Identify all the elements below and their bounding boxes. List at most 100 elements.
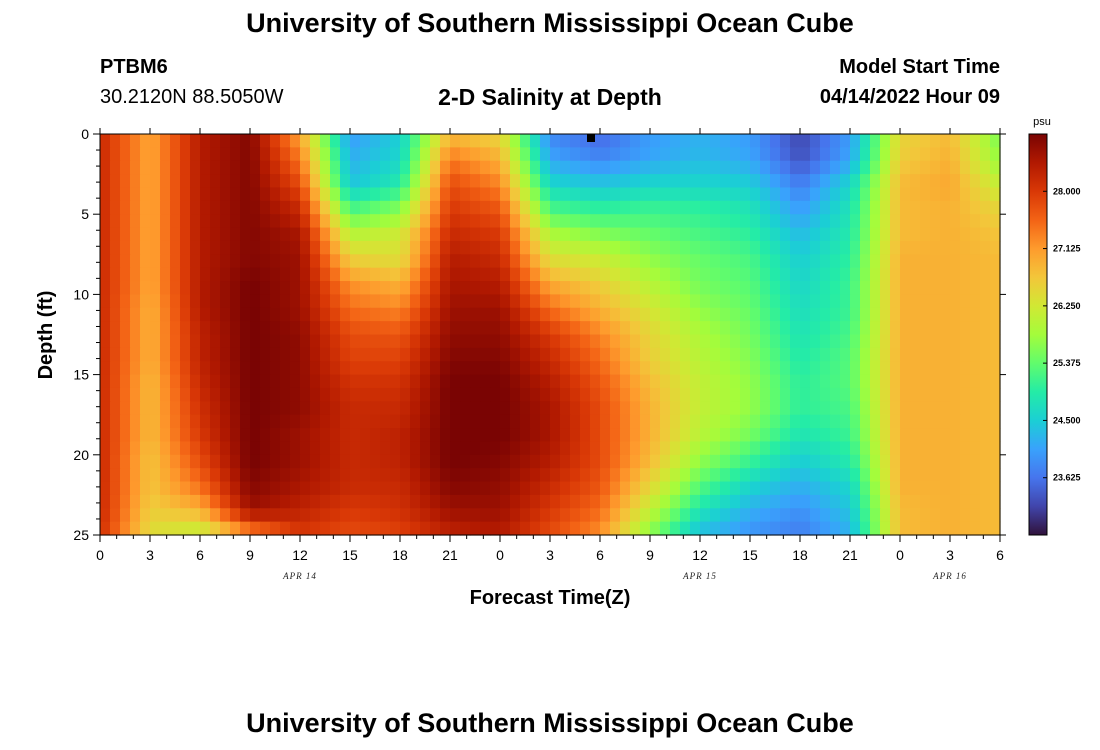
- heatmap-cells: [100, 134, 1001, 536]
- heatmap-cell: [110, 321, 121, 336]
- heatmap-cell: [220, 454, 231, 469]
- heatmap-cell: [830, 387, 841, 402]
- heatmap-cell: [790, 454, 801, 469]
- heatmap-cell: [380, 187, 391, 202]
- heatmap-cell: [450, 187, 461, 202]
- heatmap-cell: [450, 387, 461, 402]
- heatmap-cell: [710, 187, 721, 202]
- heatmap-cell: [190, 387, 201, 402]
- heatmap-cell: [870, 200, 881, 215]
- heatmap-cell: [640, 187, 651, 202]
- heatmap-cell: [530, 200, 541, 215]
- heatmap-cell: [880, 187, 891, 202]
- heatmap-cell: [750, 521, 761, 536]
- heatmap-cell: [710, 134, 721, 148]
- heatmap-cell: [410, 281, 421, 295]
- heatmap-cell: [930, 254, 941, 269]
- heatmap-cell: [140, 481, 151, 496]
- heatmap-cell: [400, 521, 411, 536]
- heatmap-cell: [520, 481, 531, 496]
- heatmap-cell: [670, 481, 681, 496]
- heatmap-cell: [150, 187, 161, 202]
- heatmap-cell: [170, 227, 181, 242]
- heatmap-cell: [900, 414, 911, 429]
- y-tick-label: 5: [81, 206, 89, 222]
- heatmap-cell: [710, 214, 721, 229]
- heatmap-cell: [500, 374, 511, 389]
- heatmap-cell: [970, 508, 981, 523]
- heatmap-cell: [840, 428, 851, 443]
- heatmap-cell: [120, 187, 131, 202]
- heatmap-cell: [240, 494, 251, 509]
- heatmap-cell: [130, 200, 141, 215]
- heatmap-cell: [970, 321, 981, 336]
- heatmap-cell: [990, 387, 1001, 402]
- heatmap-cell: [830, 494, 841, 509]
- heatmap-cell: [370, 281, 381, 295]
- heatmap-cell: [390, 214, 401, 229]
- heatmap-cell: [270, 428, 281, 443]
- x-tick-label: 12: [292, 547, 308, 563]
- colorbar-tick-label: 24.500: [1053, 415, 1081, 425]
- heatmap-cell: [600, 334, 611, 349]
- heatmap-cell: [450, 428, 461, 443]
- heatmap-cell: [640, 214, 651, 229]
- heatmap-cell: [290, 281, 301, 295]
- heatmap-cell: [850, 321, 861, 336]
- heatmap-cell: [540, 267, 551, 282]
- heatmap-cell: [110, 454, 121, 469]
- heatmap-cell: [420, 387, 431, 402]
- heatmap-cell: [110, 468, 121, 483]
- heatmap-cell: [350, 254, 361, 269]
- heatmap-cell: [540, 428, 551, 443]
- heatmap-cell: [610, 321, 621, 336]
- heatmap-cell: [360, 374, 371, 389]
- heatmap-cell: [230, 254, 241, 269]
- heatmap-cell: [470, 267, 481, 282]
- heatmap-cell: [320, 468, 331, 483]
- heatmap-cell: [550, 508, 561, 523]
- heatmap-cell: [260, 160, 271, 175]
- colorbar-tick-label: 25.375: [1053, 358, 1081, 368]
- heatmap-cell: [420, 441, 431, 456]
- heatmap-cell: [990, 187, 1001, 202]
- heatmap-cell: [160, 227, 171, 242]
- heatmap-cell: [870, 214, 881, 229]
- heatmap-cell: [290, 387, 301, 402]
- heatmap-cell: [100, 401, 111, 416]
- heatmap-cell: [510, 254, 521, 269]
- heatmap-cell: [370, 294, 381, 309]
- heatmap-cell: [950, 187, 961, 202]
- heatmap-cell: [200, 494, 211, 509]
- heatmap-cell: [660, 254, 671, 269]
- heatmap-cell: [980, 361, 991, 376]
- heatmap-cell: [900, 134, 911, 148]
- heatmap-cell: [220, 387, 231, 402]
- heatmap-cell: [670, 134, 681, 148]
- heatmap-cell: [630, 134, 641, 148]
- heatmap-cell: [250, 387, 261, 402]
- heatmap-cell: [380, 521, 391, 536]
- heatmap-cell: [430, 414, 441, 429]
- heatmap-cell: [900, 294, 911, 309]
- heatmap-cell: [870, 334, 881, 349]
- heatmap-cell: [440, 174, 451, 189]
- heatmap-cell: [820, 508, 831, 523]
- heatmap-cell: [480, 414, 491, 429]
- heatmap-cell: [330, 281, 341, 295]
- heatmap-cell: [160, 428, 171, 443]
- heatmap-cell: [990, 361, 1001, 376]
- heatmap-cell: [130, 134, 141, 148]
- heatmap-cell: [490, 481, 501, 496]
- heatmap-cell: [420, 401, 431, 416]
- heatmap-cell: [370, 334, 381, 349]
- heatmap-cell: [460, 481, 471, 496]
- heatmap-cell: [930, 174, 941, 189]
- heatmap-cell: [310, 428, 321, 443]
- heatmap-cell: [850, 134, 861, 148]
- heatmap-cell: [600, 454, 611, 469]
- heatmap-cell: [730, 174, 741, 189]
- heatmap-cell: [500, 334, 511, 349]
- heatmap-cell: [560, 428, 571, 443]
- heatmap-cell: [440, 481, 451, 496]
